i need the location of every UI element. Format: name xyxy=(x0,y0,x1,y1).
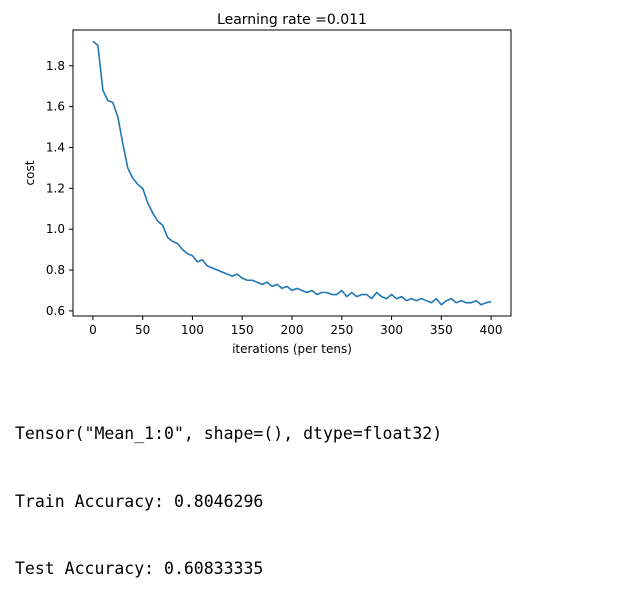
y-tick-label: 1.4 xyxy=(46,140,65,154)
test-accuracy-line: Test Accuracy: 0.60833335 xyxy=(15,559,264,578)
train-accuracy-line: Train Accuracy: 0.8046296 xyxy=(15,491,264,511)
tensor-output-line: Tensor("Mean_1:0", shape=(), dtype=float… xyxy=(15,424,443,443)
x-tick-label: 350 xyxy=(430,323,453,337)
x-axis-label: iterations (per tens) xyxy=(232,342,352,356)
y-tick-label: 1.8 xyxy=(46,59,65,73)
x-tick-label: 400 xyxy=(480,323,503,337)
x-tick-label: 250 xyxy=(330,323,353,337)
y-tick-label: 1.0 xyxy=(46,222,65,236)
x-tick-label: 200 xyxy=(281,323,304,337)
x-tick-label: 50 xyxy=(135,323,150,337)
x-tick-label: 150 xyxy=(231,323,254,337)
y-tick-label: 0.6 xyxy=(46,304,65,318)
learning-curve-chart: Learning rate =0.011 0 50 100 150 200 250 300 3… xyxy=(23,12,512,356)
axes-frame xyxy=(72,29,512,317)
x-tick-label: 100 xyxy=(181,323,204,337)
chart-title: Learning rate =0.011 xyxy=(217,12,367,28)
axis-ticks: 0 50 100 150 200 250 300 350 400 0.6 0.8 1.0 1.2 1.4 1… xyxy=(46,59,503,337)
y-axis-label: cost xyxy=(23,160,37,185)
plot-area xyxy=(92,40,492,306)
x-tick-label: 0 xyxy=(89,323,97,337)
y-tick-label: 0.8 xyxy=(46,263,65,277)
y-tick-label: 1.6 xyxy=(46,100,65,114)
console-output: Tensor("Mean_1:0", shape=(), dtype=float… xyxy=(15,378,442,603)
cost-series-line xyxy=(92,40,492,306)
x-tick-label: 300 xyxy=(380,323,403,337)
y-tick-label: 1.2 xyxy=(46,181,65,195)
